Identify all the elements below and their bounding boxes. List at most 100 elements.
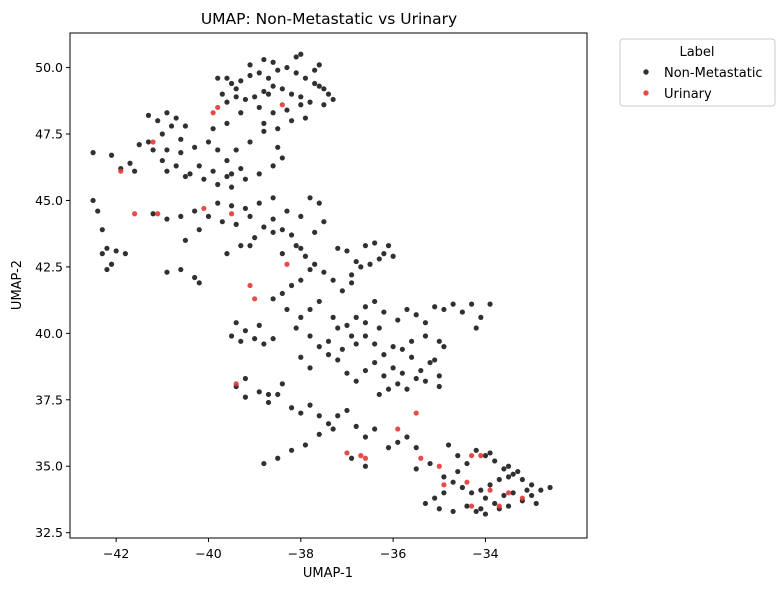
point-non-metastatic-275 [450, 479, 456, 485]
point-non-metastatic-116 [247, 243, 253, 249]
point-non-metastatic-117 [196, 227, 202, 233]
point-non-metastatic-159 [404, 306, 410, 313]
point-non-metastatic-8 [284, 64, 290, 71]
point-non-metastatic-206 [422, 378, 429, 384]
point-non-metastatic-297 [427, 460, 433, 467]
point-non-metastatic-98 [104, 266, 110, 273]
point-non-metastatic-130 [307, 195, 313, 201]
point-non-metastatic-237 [344, 407, 350, 414]
point-non-metastatic-290 [473, 508, 479, 515]
point-non-metastatic-272 [478, 487, 484, 493]
point-non-metastatic-300 [413, 466, 419, 472]
point-non-metastatic-157 [381, 309, 387, 315]
point-urinary-16 [358, 453, 364, 459]
x-axis-ticks: −42 −40 −38 −36 −34 [103, 538, 499, 561]
point-non-metastatic-257 [455, 453, 461, 459]
point-non-metastatic-273 [469, 490, 475, 496]
point-urinary-0 [210, 110, 216, 116]
point-non-metastatic-124 [228, 203, 235, 209]
point-non-metastatic-303 [307, 333, 313, 339]
point-non-metastatic-231 [288, 405, 295, 411]
point-non-metastatic-49 [108, 152, 115, 158]
point-non-metastatic-158 [395, 317, 401, 323]
x-tick-label: −36 [380, 546, 406, 561]
y-tick-label: 45.0 [35, 193, 63, 208]
point-non-metastatic-255 [362, 463, 369, 469]
point-non-metastatic-47 [265, 91, 272, 97]
point-non-metastatic-208 [404, 386, 410, 392]
point-non-metastatic-118 [182, 237, 188, 243]
point-non-metastatic-168 [487, 301, 493, 307]
point-non-metastatic-90 [127, 160, 133, 166]
point-non-metastatic-141 [339, 288, 345, 294]
point-non-metastatic-1 [224, 75, 230, 81]
point-non-metastatic-248 [330, 426, 336, 432]
point-non-metastatic-149 [298, 314, 304, 320]
x-axis-label: UMAP-1 [303, 566, 353, 581]
point-non-metastatic-218 [362, 333, 369, 339]
point-non-metastatic-253 [261, 460, 267, 467]
point-non-metastatic-121 [192, 274, 198, 281]
point-non-metastatic-123 [215, 200, 221, 206]
point-non-metastatic-207 [413, 375, 419, 382]
point-non-metastatic-187 [256, 322, 262, 328]
point-non-metastatic-12 [316, 83, 322, 89]
point-non-metastatic-271 [487, 482, 493, 488]
point-urinary-6 [155, 211, 161, 217]
point-non-metastatic-29 [261, 56, 267, 63]
point-non-metastatic-150 [307, 306, 313, 313]
point-non-metastatic-223 [390, 365, 396, 371]
point-non-metastatic-19 [288, 91, 295, 97]
point-non-metastatic-254 [348, 455, 355, 461]
point-non-metastatic-260 [482, 453, 489, 459]
y-tick-label: 37.5 [35, 392, 63, 407]
y-tick-label: 50.0 [35, 60, 63, 75]
point-urinary-19 [436, 463, 442, 469]
point-non-metastatic-154 [353, 314, 359, 320]
point-non-metastatic-102 [178, 213, 184, 219]
point-non-metastatic-236 [335, 413, 341, 419]
point-non-metastatic-200 [390, 344, 396, 350]
point-non-metastatic-205 [436, 373, 442, 379]
point-urinary-27 [478, 453, 484, 459]
point-non-metastatic-301 [335, 325, 341, 331]
point-urinary-28 [487, 487, 493, 493]
point-non-metastatic-23 [252, 94, 258, 100]
point-non-metastatic-251 [288, 447, 295, 453]
point-non-metastatic-27 [219, 91, 225, 97]
point-non-metastatic-45 [302, 115, 309, 121]
point-non-metastatic-238 [353, 423, 359, 429]
point-non-metastatic-177 [385, 243, 392, 249]
point-non-metastatic-222 [372, 341, 378, 347]
point-non-metastatic-70 [201, 176, 207, 182]
x-tick-label: −34 [472, 546, 498, 561]
point-non-metastatic-196 [353, 378, 359, 384]
point-urinary-15 [344, 450, 350, 456]
point-non-metastatic-249 [316, 431, 322, 437]
point-non-metastatic-194 [335, 357, 341, 363]
point-non-metastatic-85 [155, 118, 161, 124]
point-non-metastatic-14 [325, 91, 332, 97]
point-non-metastatic-184 [252, 336, 258, 342]
point-non-metastatic-278 [422, 500, 429, 507]
point-non-metastatic-86 [164, 110, 170, 116]
point-urinary-14 [413, 410, 419, 416]
point-non-metastatic-289 [482, 495, 489, 501]
point-non-metastatic-33 [316, 62, 322, 68]
point-non-metastatic-82 [238, 165, 244, 172]
point-non-metastatic-178 [376, 256, 382, 262]
point-non-metastatic-87 [173, 115, 179, 121]
legend-box [619, 38, 776, 107]
point-non-metastatic-9 [293, 70, 299, 76]
point-urinary-11 [252, 296, 258, 302]
point-non-metastatic-126 [256, 200, 262, 206]
point-non-metastatic-140 [330, 277, 336, 283]
point-non-metastatic-242 [395, 439, 401, 445]
point-non-metastatic-26 [224, 99, 230, 105]
point-non-metastatic-174 [372, 240, 378, 246]
point-non-metastatic-262 [501, 466, 507, 472]
point-non-metastatic-38 [312, 67, 318, 73]
point-non-metastatic-294 [524, 487, 530, 493]
point-non-metastatic-186 [270, 336, 276, 342]
point-non-metastatic-212 [432, 357, 438, 363]
